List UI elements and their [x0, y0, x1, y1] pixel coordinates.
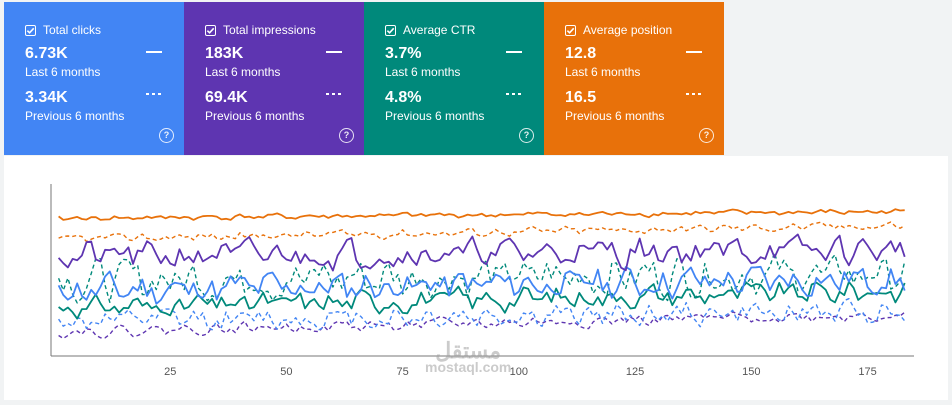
card-average-ctr[interactable]: Average CTR 3.7% Last 6 months 4.8% Prev…	[364, 2, 544, 155]
series-line	[58, 297, 906, 331]
x-tick-label: 175	[858, 366, 876, 378]
current-period: Last 6 months	[205, 65, 281, 79]
x-tick-label: 50	[280, 366, 292, 378]
x-tick-label: 125	[626, 366, 644, 378]
series-line	[57, 265, 906, 305]
card-title: Average CTR	[403, 23, 476, 37]
card-title: Average position	[583, 23, 673, 37]
previous-value: 16.5	[565, 89, 597, 106]
x-tick-label: 100	[510, 366, 528, 378]
help-icon[interactable]: ?	[339, 128, 354, 143]
solid-line-legend-icon	[146, 51, 162, 53]
card-title: Total impressions	[223, 23, 316, 37]
solid-line-legend-icon	[686, 51, 702, 53]
series-line	[58, 208, 905, 221]
card-header: Total clicks	[25, 22, 184, 38]
current-period: Last 6 months	[25, 65, 101, 79]
card-header: Average CTR	[385, 22, 544, 38]
dashed-line-legend-icon	[146, 93, 162, 95]
dashed-line-legend-icon	[686, 93, 702, 95]
checkbox-icon[interactable]	[205, 24, 216, 36]
previous-value: 3.34K	[25, 89, 68, 106]
x-tick-label: 75	[397, 366, 409, 378]
x-tick-label: 150	[742, 366, 760, 378]
previous-period: Previous 6 months	[205, 109, 305, 123]
metric-cards: Total clicks 6.73K Last 6 months 3.34K P…	[4, 2, 724, 155]
previous-value: 69.4K	[205, 89, 248, 106]
dashed-line-legend-icon	[326, 93, 342, 95]
card-title: Total clicks	[43, 23, 102, 37]
performance-chart: 25 50 75 100 125 150 175	[4, 156, 948, 400]
series-line	[57, 233, 906, 272]
series-line	[58, 221, 906, 243]
checkbox-icon[interactable]	[565, 24, 576, 36]
previous-period: Previous 6 months	[25, 109, 125, 123]
card-total-clicks[interactable]: Total clicks 6.73K Last 6 months 3.34K P…	[4, 2, 184, 155]
checkbox-icon[interactable]	[385, 24, 396, 36]
x-tick-label: 25	[164, 366, 176, 378]
series-line	[58, 311, 906, 340]
previous-period: Previous 6 months	[565, 109, 665, 123]
current-value: 6.73K	[25, 45, 68, 62]
current-value: 12.8	[565, 45, 597, 62]
current-period: Last 6 months	[385, 65, 461, 79]
card-total-impressions[interactable]: Total impressions 183K Last 6 months 69.…	[184, 2, 364, 155]
current-value: 3.7%	[385, 45, 422, 62]
card-average-position[interactable]: Average position 12.8 Last 6 months 16.5…	[544, 2, 724, 155]
current-period: Last 6 months	[565, 65, 641, 79]
help-icon[interactable]: ?	[699, 128, 714, 143]
card-header: Average position	[565, 22, 724, 38]
previous-value: 4.8%	[385, 89, 422, 106]
checkbox-icon[interactable]	[25, 24, 36, 36]
chart-svg: 25 50 75 100 125 150 175	[50, 184, 914, 378]
solid-line-legend-icon	[326, 51, 342, 53]
dashed-line-legend-icon	[506, 93, 522, 95]
previous-period: Previous 6 months	[385, 109, 485, 123]
help-icon[interactable]: ?	[159, 128, 174, 143]
card-header: Total impressions	[205, 22, 364, 38]
help-icon[interactable]: ?	[519, 128, 534, 143]
series-line	[57, 252, 906, 304]
current-value: 183K	[205, 45, 244, 62]
solid-line-legend-icon	[506, 51, 522, 53]
